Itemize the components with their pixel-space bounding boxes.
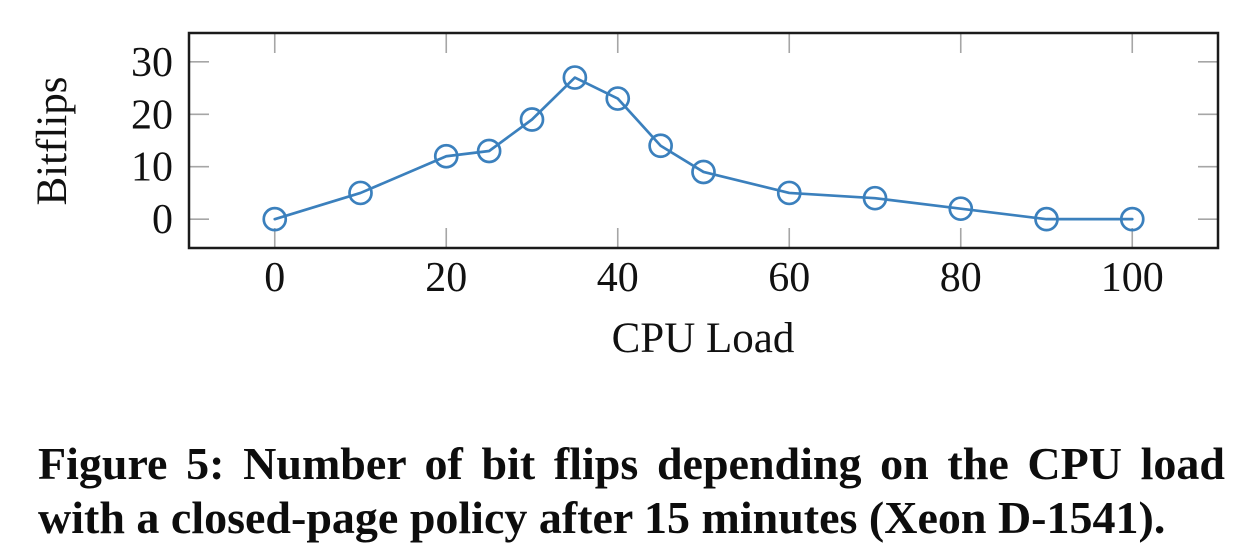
x-tick-label: 100 [1101,255,1164,301]
figure-caption: Figure 5: Number of bit flips depending … [38,437,1225,545]
plot-frame [187,31,1220,250]
data-point-marker [262,206,288,232]
tick-layer [189,33,1218,248]
data-point-marker [948,196,974,222]
x-tick-label: 40 [597,255,639,301]
x-tick-label: 80 [940,255,982,301]
x-tick-label: 20 [425,255,467,301]
data-point-marker [562,65,588,90]
bitflips-vs-cpu-load-chart: 0 20 40 60 80 100 0 10 20 30 Bitflips CPU Load [29,31,1220,362]
y-tick-label: 30 [131,40,173,86]
data-point-marker [862,185,888,211]
data-point-marker [433,143,459,169]
data-point-marker [776,180,802,206]
data-point-marker [519,107,545,132]
x-tick-label: 60 [768,255,810,301]
data-point-marker [691,159,716,185]
plot-frame-layer [187,31,1220,250]
tick-label-layer: 0 20 40 60 80 100 0 10 20 30 [131,40,1164,301]
x-tick-label: 0 [264,255,285,301]
y-tick-label: 0 [152,197,173,243]
data-point-marker [1119,206,1145,232]
data-point-marker [476,138,502,164]
data-point-marker [605,86,631,111]
x-axis-label: CPU Load [612,315,795,362]
caption-line-1: Figure 5: Number of bit flips depending … [38,438,1225,489]
data-point-marker [648,133,673,159]
y-tick-label: 20 [131,92,173,138]
y-tick-label: 10 [131,145,173,191]
data-point-marker [348,180,373,206]
data-point-marker [1034,206,1059,232]
y-axis-label: Bitflips [29,76,76,205]
data-series-layer [262,65,1145,232]
data-line [273,76,1134,221]
caption-line-2: with a closed-page policy after 15 minut… [38,492,1166,543]
